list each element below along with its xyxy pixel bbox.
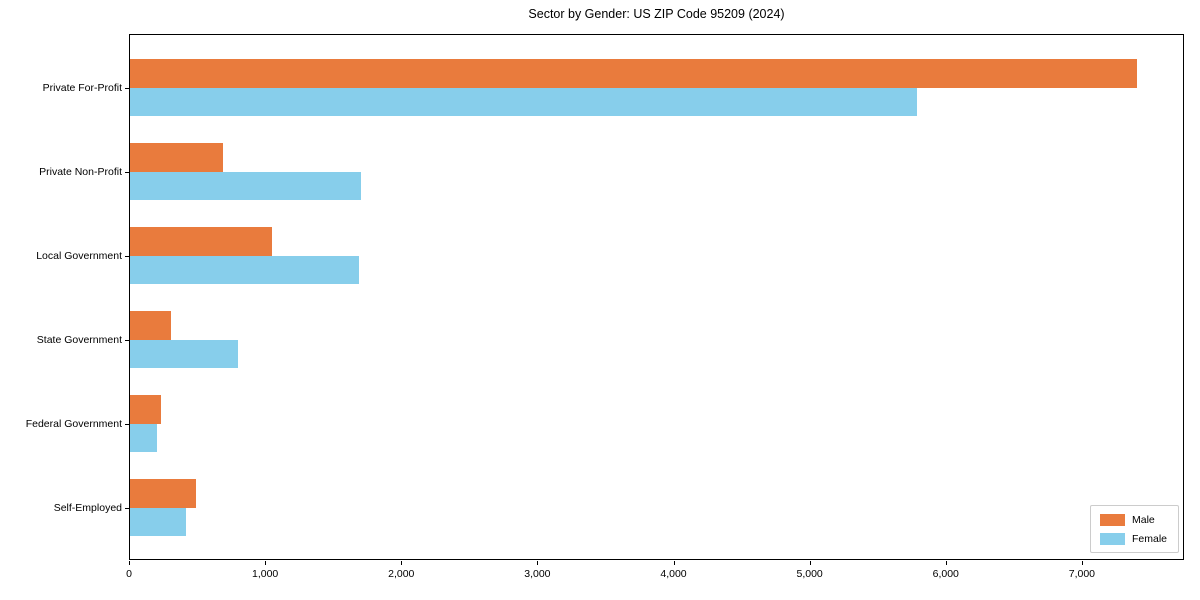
x-tick-mark bbox=[129, 561, 130, 565]
x-tick-mark bbox=[401, 561, 403, 565]
bar-male-state-government bbox=[130, 311, 171, 340]
x-tick-mark bbox=[1081, 561, 1083, 565]
x-tick-mark bbox=[265, 561, 267, 565]
y-tick-label: Federal Government bbox=[25, 417, 122, 430]
y-tick-mark bbox=[125, 171, 129, 173]
legend-label-female: Female bbox=[1132, 532, 1168, 545]
y-tick-label: Local Government bbox=[36, 249, 122, 262]
bar-male-private-for-profit bbox=[130, 59, 1138, 88]
x-tick-label: 3,000 bbox=[524, 568, 551, 580]
bar-male-private-non-profit bbox=[130, 143, 223, 172]
y-tick-label: Private Non-Profit bbox=[39, 165, 122, 178]
bar-female-state-government bbox=[130, 339, 238, 368]
x-tick-mark bbox=[809, 561, 811, 565]
bar-female-local-government bbox=[130, 255, 359, 284]
x-tick-mark bbox=[673, 561, 675, 565]
y-tick-mark bbox=[125, 339, 129, 341]
bar-female-private-for-profit bbox=[130, 87, 917, 116]
bar-male-federal-government bbox=[130, 395, 161, 424]
y-tick-mark bbox=[125, 255, 129, 257]
plot-area bbox=[129, 34, 1184, 560]
legend-entry-female: Female bbox=[1100, 532, 1178, 545]
y-tick-mark bbox=[125, 87, 129, 89]
y-tick-mark bbox=[125, 507, 129, 509]
x-tick-label: 1,000 bbox=[251, 568, 279, 580]
x-tick-mark bbox=[537, 561, 539, 565]
x-tick-label: 2,000 bbox=[388, 568, 415, 580]
legend: Male Female bbox=[1090, 505, 1179, 553]
bar-male-local-government bbox=[130, 227, 272, 256]
x-tick-label: 6,000 bbox=[932, 568, 959, 580]
y-tick-label: Private For-Profit bbox=[42, 81, 122, 94]
chart-title: Sector by Gender: US ZIP Code 95209 (202… bbox=[528, 7, 785, 21]
legend-swatch-female bbox=[1100, 532, 1125, 545]
bar-female-self-employed bbox=[130, 507, 186, 536]
y-tick-mark bbox=[125, 423, 129, 425]
bar-male-self-employed bbox=[130, 479, 197, 508]
x-tick-label: 4,000 bbox=[660, 568, 687, 580]
bar-female-federal-government bbox=[130, 423, 157, 452]
bar-female-private-non-profit bbox=[130, 171, 362, 200]
x-tick-label: 0 bbox=[126, 568, 132, 580]
x-tick-label: 5,000 bbox=[796, 568, 823, 580]
legend-swatch-male bbox=[1100, 513, 1125, 526]
x-tick-mark bbox=[945, 561, 947, 565]
legend-entry-male: Male bbox=[1100, 513, 1178, 526]
legend-label-male: Male bbox=[1132, 513, 1155, 526]
x-tick-label: 7,000 bbox=[1068, 568, 1096, 580]
y-tick-label: Self-Employed bbox=[53, 501, 122, 514]
y-tick-label: State Government bbox=[36, 333, 122, 346]
